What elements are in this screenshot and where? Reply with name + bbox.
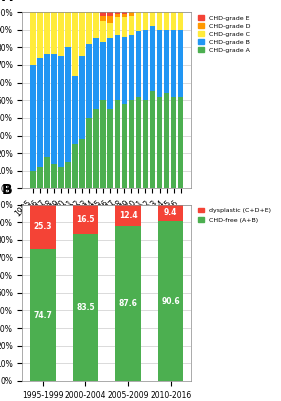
Bar [122, 12, 127, 14]
Text: 12.4: 12.4 [119, 211, 137, 220]
Bar [72, 12, 78, 75]
Bar [65, 162, 71, 188]
Bar [100, 12, 106, 16]
Bar [164, 12, 169, 30]
Bar [129, 100, 134, 188]
Bar [136, 97, 141, 188]
Text: 90.6: 90.6 [161, 296, 180, 306]
Legend: dysplastic (C+D+E), CHD-free (A+B): dysplastic (C+D+E), CHD-free (A+B) [198, 208, 271, 223]
Bar [58, 12, 64, 56]
Bar [30, 65, 36, 171]
Bar [86, 44, 92, 118]
Bar [122, 104, 127, 188]
Bar [108, 12, 113, 16]
Bar [108, 22, 113, 38]
X-axis label: Year: Year [95, 224, 119, 234]
Text: 83.5: 83.5 [76, 303, 95, 312]
Bar [93, 38, 99, 109]
Bar [30, 171, 36, 188]
Bar [178, 30, 183, 97]
Text: A: A [2, 0, 13, 4]
Bar [150, 12, 155, 26]
Bar [51, 12, 57, 55]
Text: 16.5: 16.5 [76, 215, 95, 224]
Bar [158, 205, 183, 221]
Bar [122, 37, 127, 104]
Bar [115, 35, 120, 100]
Bar [108, 38, 113, 109]
Text: 74.7: 74.7 [33, 310, 52, 320]
Bar [86, 118, 92, 188]
Bar [115, 12, 120, 14]
Bar [150, 26, 155, 91]
Bar [115, 17, 120, 35]
Bar [158, 221, 183, 381]
Bar [51, 55, 57, 164]
Bar [115, 205, 141, 227]
Bar [171, 30, 176, 97]
Bar [157, 97, 162, 188]
Bar [30, 12, 36, 65]
Bar [30, 205, 56, 249]
Bar [122, 17, 127, 37]
Bar [100, 100, 106, 188]
Bar [44, 55, 50, 157]
Bar [178, 12, 183, 30]
Bar [72, 144, 78, 188]
Text: 87.6: 87.6 [119, 299, 137, 308]
Bar [108, 109, 113, 188]
Bar [115, 14, 120, 17]
Bar [73, 234, 98, 381]
Legend: CHD-grade E, CHD-grade D, CHD-grade C, CHD-grade B, CHD-grade A: CHD-grade E, CHD-grade D, CHD-grade C, C… [198, 15, 250, 53]
Bar [58, 56, 64, 167]
Bar [164, 93, 169, 188]
Bar [171, 12, 176, 30]
Text: 9.4: 9.4 [164, 208, 177, 217]
Bar [100, 42, 106, 100]
Bar [178, 97, 183, 188]
Bar [157, 12, 162, 30]
Bar [129, 35, 134, 100]
Bar [157, 30, 162, 97]
Bar [100, 16, 106, 21]
Bar [129, 12, 134, 16]
Bar [129, 16, 134, 35]
Bar [164, 30, 169, 93]
Bar [79, 12, 85, 56]
Bar [108, 16, 113, 22]
Bar [93, 12, 99, 38]
Bar [30, 249, 56, 381]
Bar [143, 12, 148, 30]
Bar [171, 97, 176, 188]
Bar [115, 227, 141, 381]
Bar [143, 100, 148, 188]
Bar [150, 91, 155, 188]
Text: 25.3: 25.3 [34, 222, 52, 231]
Bar [37, 167, 43, 188]
Bar [72, 75, 78, 144]
Bar [37, 58, 43, 167]
Bar [115, 100, 120, 188]
Bar [93, 109, 99, 188]
Bar [136, 31, 141, 97]
Bar [58, 167, 64, 188]
Bar [65, 12, 71, 47]
Bar [79, 139, 85, 188]
Bar [79, 56, 85, 139]
Bar [51, 164, 57, 188]
Bar [122, 14, 127, 17]
Bar [44, 157, 50, 188]
Bar [73, 205, 98, 234]
Bar [37, 12, 43, 58]
Bar [65, 47, 71, 162]
Bar [100, 21, 106, 42]
Text: B: B [2, 183, 13, 197]
Bar [136, 12, 141, 31]
Bar [44, 12, 50, 55]
Bar [86, 12, 92, 44]
Bar [143, 30, 148, 100]
